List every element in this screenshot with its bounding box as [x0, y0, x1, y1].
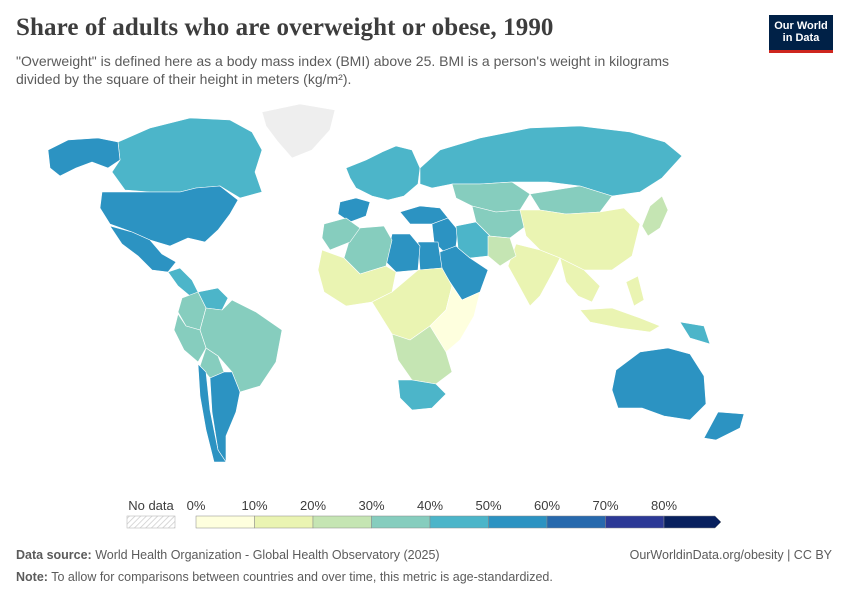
region-papua-new-guinea[interactable]: Papua New Guinea — [679, 321, 711, 345]
note-label: Note: — [16, 570, 48, 584]
legend-bin[interactable] — [663, 515, 722, 529]
source-url[interactable]: OurWorldinData.org/obesity | CC BY — [629, 548, 832, 562]
legend-bin[interactable] — [312, 515, 372, 529]
legend-bin[interactable] — [546, 515, 606, 529]
legend-bin[interactable] — [254, 515, 314, 529]
legend-tick-label: 10% — [241, 498, 267, 513]
region-new-zealand[interactable]: New Zealand — [703, 411, 745, 441]
region-southern-africa[interactable]: Southern Africa — [391, 325, 453, 385]
legend-tick-label: 80% — [651, 498, 677, 513]
region-united-states[interactable]: United States — [99, 185, 239, 247]
note-text: To allow for comparisons between countri… — [51, 570, 553, 584]
legend: No data 0% 10% 20% 30% 40% 50% 60% 70% 80% — [126, 498, 722, 529]
legend-bin[interactable] — [429, 515, 489, 529]
legend-bin[interactable] — [371, 515, 431, 529]
legend-bin[interactable] — [605, 515, 665, 529]
region-greenland[interactable]: Greenland — [261, 103, 336, 159]
region-mexico[interactable]: Mexico — [109, 225, 177, 273]
legend-tick-label: 20% — [300, 498, 326, 513]
chart-note: Note: To allow for comparisons between c… — [16, 570, 553, 584]
region-central-america[interactable]: Central America — [167, 267, 199, 297]
region-southeast-asia[interactable]: Southeast Asia — [559, 257, 601, 303]
region-pakistan[interactable]: Pakistan — [487, 235, 517, 267]
source-text: World Health Organization - Global Healt… — [95, 548, 440, 562]
legend-tick-label: 30% — [358, 498, 384, 513]
legend-tick-label: 50% — [475, 498, 501, 513]
chart-title: Share of adults who are overweight or ob… — [16, 14, 554, 41]
region-philippines[interactable]: Philippines — [625, 275, 645, 307]
legend-tick-label: 60% — [534, 498, 560, 513]
chart-subtitle: "Overweight" is defined here as a body m… — [16, 53, 670, 87]
region-kazakhstan[interactable]: Kazakhstan — [451, 181, 531, 213]
legend-no-data-label: No data — [128, 498, 174, 513]
logo-line-2: in Data — [782, 32, 820, 44]
region-japan[interactable]: Japan — [641, 195, 669, 237]
region-egypt[interactable]: Egypt — [417, 241, 443, 271]
data-source: Data source: World Health Organization -… — [16, 548, 440, 562]
region-alaska[interactable]: Alaska — [47, 137, 121, 177]
region-south-africa[interactable]: South Africa — [397, 379, 447, 411]
region-chile[interactable]: Chile — [197, 363, 227, 463]
logo-accent-bar — [769, 50, 833, 53]
region-india[interactable]: India — [507, 243, 561, 307]
region-australia[interactable]: Australia — [611, 347, 707, 421]
legend-bin[interactable] — [195, 515, 255, 529]
region-western-europe[interactable]: Western Europe — [345, 145, 421, 201]
logo-line-1: Our World — [774, 20, 828, 32]
region-argentina[interactable]: Argentina — [209, 371, 241, 463]
owid-logo[interactable]: Our World in Data — [769, 15, 833, 53]
region-indonesia[interactable]: Indonesia — [579, 307, 661, 333]
legend-no-data-swatch — [126, 515, 176, 529]
region-peru[interactable]: Peru — [173, 313, 207, 363]
legend-bin[interactable] — [488, 515, 548, 529]
world-map[interactable]: CanadaAlaska United StatesMexicoCentral A… — [0, 100, 850, 480]
legend-tick-label: 0% — [187, 498, 206, 513]
region-spain[interactable]: Spain — [337, 197, 371, 223]
legend-tick-label: 40% — [417, 498, 443, 513]
region-morocco[interactable]: Morocco — [321, 217, 361, 251]
region-canada[interactable]: Canada — [111, 117, 263, 199]
source-label: Data source: — [16, 548, 92, 562]
legend-tick-label: 70% — [592, 498, 618, 513]
